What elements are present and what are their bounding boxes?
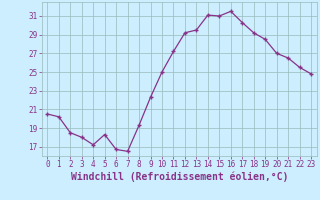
X-axis label: Windchill (Refroidissement éolien,°C): Windchill (Refroidissement éolien,°C) <box>70 172 288 182</box>
